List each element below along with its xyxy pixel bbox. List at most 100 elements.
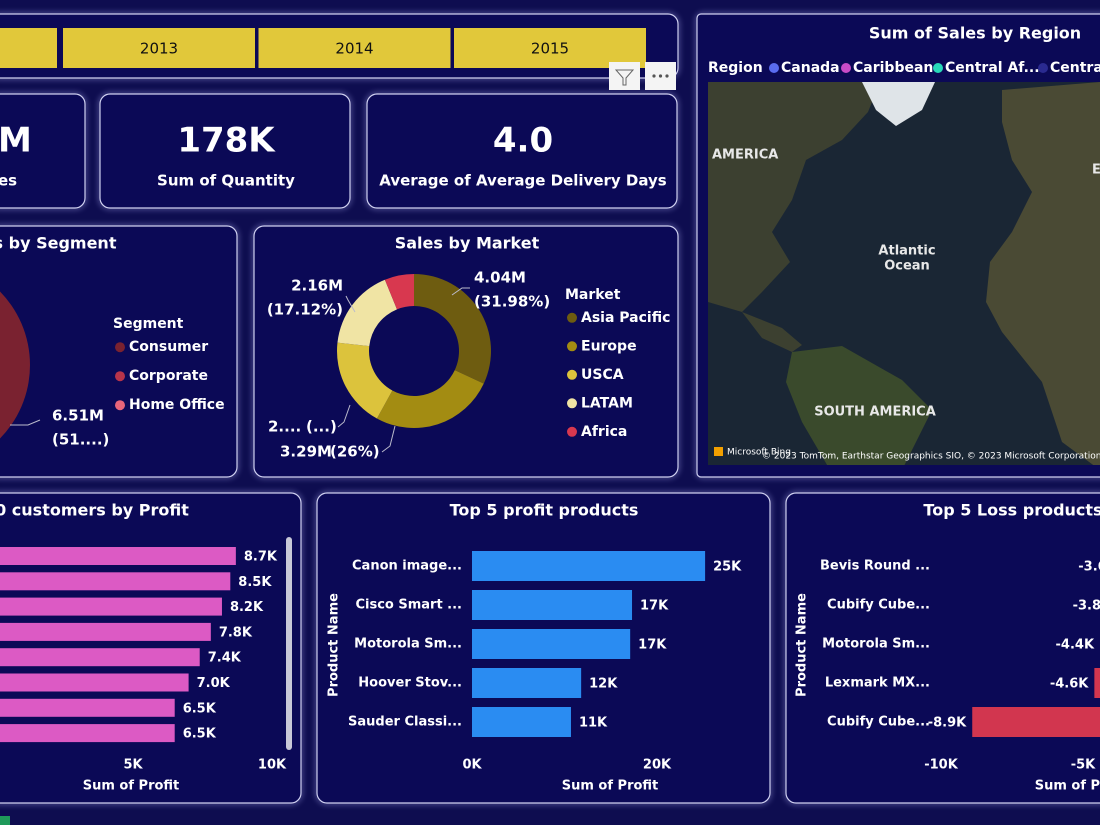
data-label: -3.8K: [1073, 599, 1100, 614]
slice: [376, 370, 484, 428]
bing-logo: [714, 447, 723, 456]
map-label: Ocean: [884, 259, 930, 274]
scrollbar[interactable]: [286, 537, 292, 750]
bar: [1094, 668, 1100, 698]
map-logo: Microsoft Bing: [727, 448, 791, 458]
legend-marker: [567, 426, 577, 437]
y-axis-title: Product Name: [795, 593, 810, 697]
leader-line: [381, 425, 396, 453]
y-tick-label: Sauder Classi...: [348, 715, 462, 730]
legend-label: Consumer: [129, 339, 208, 355]
chart-title: Top 5 profit products: [450, 501, 639, 520]
bar: [0, 648, 200, 667]
data-label: -4.6K: [1050, 677, 1089, 692]
leader-line: [337, 404, 351, 428]
legend-title: Region: [708, 60, 763, 76]
data-label: 6.5K: [183, 727, 217, 742]
more-dots: [652, 74, 669, 78]
bar: [472, 668, 582, 698]
year-button[interactable]: [454, 28, 646, 68]
y-tick-label: Canon image...: [352, 559, 462, 574]
legend-marker: [115, 342, 125, 353]
data-label: 3.29M: [280, 443, 332, 461]
data-label: 8.2K: [230, 600, 264, 615]
card-value: M: [0, 121, 32, 161]
profit-chart: Top 5 profit products Canon image... 25K Ci…: [327, 501, 743, 794]
legend-label: Europe: [581, 338, 637, 354]
x-tick-label: 0K: [462, 758, 482, 773]
y-tick-label: Cubify Cube...: [827, 715, 930, 730]
card-label: Sum of Quantity: [157, 172, 295, 190]
filter-icon[interactable]: [609, 62, 640, 90]
data-label: (...): [306, 418, 337, 436]
land: [786, 346, 932, 465]
bar: [472, 707, 571, 737]
loss-chart: Top 5 Loss products Bevis Round ... -3.6K C…: [795, 501, 1100, 794]
chart-title: 0 customers by Profit: [0, 501, 189, 520]
data-label: 17K: [638, 638, 667, 653]
legend-title: Segment: [113, 316, 184, 332]
legend-marker: [567, 341, 577, 352]
map-attribution: © 2023 TomTom, Earthstar Geographics SIO…: [762, 452, 1100, 462]
slice: [0, 260, 30, 470]
x-axis-title: Sum of Profit: [83, 779, 180, 794]
leader-line: [345, 295, 356, 313]
legend-marker: [841, 63, 851, 73]
slice: [337, 279, 397, 347]
card: [366, 93, 678, 209]
data-label: (51....): [52, 431, 109, 449]
legend-label: Home Office: [129, 397, 225, 413]
data-label: (26%): [330, 443, 380, 461]
map-title: Sum of Sales by Region: [869, 24, 1081, 43]
data-label: 6.5K: [183, 701, 217, 716]
y-tick-label: Cisco Smart ...: [355, 598, 462, 613]
legend-marker: [933, 63, 943, 73]
land-ice: [862, 82, 935, 126]
legend-label: LATAM: [581, 395, 633, 411]
legend-label: Central Af...: [945, 60, 1040, 76]
bar: [0, 622, 211, 641]
year-button[interactable]: [63, 28, 255, 68]
customers-chart: 0 customers by Profit 8.7K 8.5K 8.2K 7.8K 7.4…: [0, 501, 287, 794]
data-label: 8.5K: [238, 575, 272, 590]
y-axis-title: Product Name: [327, 593, 342, 697]
card-label: Average of Average Delivery Days: [379, 172, 667, 190]
data-label: 2.16M: [291, 277, 343, 295]
slice: [414, 274, 491, 384]
x-tick-label: 10K: [258, 758, 287, 773]
data-label: (31.98%): [474, 293, 550, 311]
chart-title: Top 5 Loss products: [923, 501, 1100, 520]
x-tick-label: -10K: [924, 758, 958, 773]
y-tick-label: Motorola Sm...: [354, 637, 462, 652]
chart-title: Sales by Market: [395, 234, 540, 253]
market-chart: Sales by Market Market Asia Pacific Europe U…: [267, 234, 671, 461]
legend-marker: [1038, 63, 1048, 73]
year-label: 2014: [335, 40, 373, 58]
bar: [472, 629, 631, 659]
legend-label: Central: [1050, 60, 1100, 76]
year-label: 2015: [531, 40, 569, 58]
leader-line: [10, 419, 41, 426]
year-button[interactable]: [258, 28, 451, 68]
taskbar-icon: [0, 816, 10, 825]
legend-marker: [115, 400, 125, 411]
year-button[interactable]: [0, 28, 57, 68]
bar: [0, 572, 231, 591]
land: [986, 82, 1100, 465]
data-label: 7.4K: [208, 651, 242, 666]
bar: [972, 707, 1100, 737]
legend-label: Corporate: [129, 368, 208, 384]
data-label: 8.7K: [244, 550, 278, 565]
card: [99, 93, 351, 209]
map-label: SOUTH AMERICA: [814, 405, 936, 420]
x-tick-label: 20K: [643, 758, 672, 773]
data-label: -8.9K: [928, 716, 967, 731]
filter-glyph: [614, 69, 635, 86]
data-label: 25K: [713, 560, 742, 575]
leader-line: [451, 287, 470, 296]
y-tick-label: Lexmark MX...: [825, 676, 930, 691]
legend-marker: [567, 398, 577, 409]
data-label: 11K: [579, 716, 608, 731]
